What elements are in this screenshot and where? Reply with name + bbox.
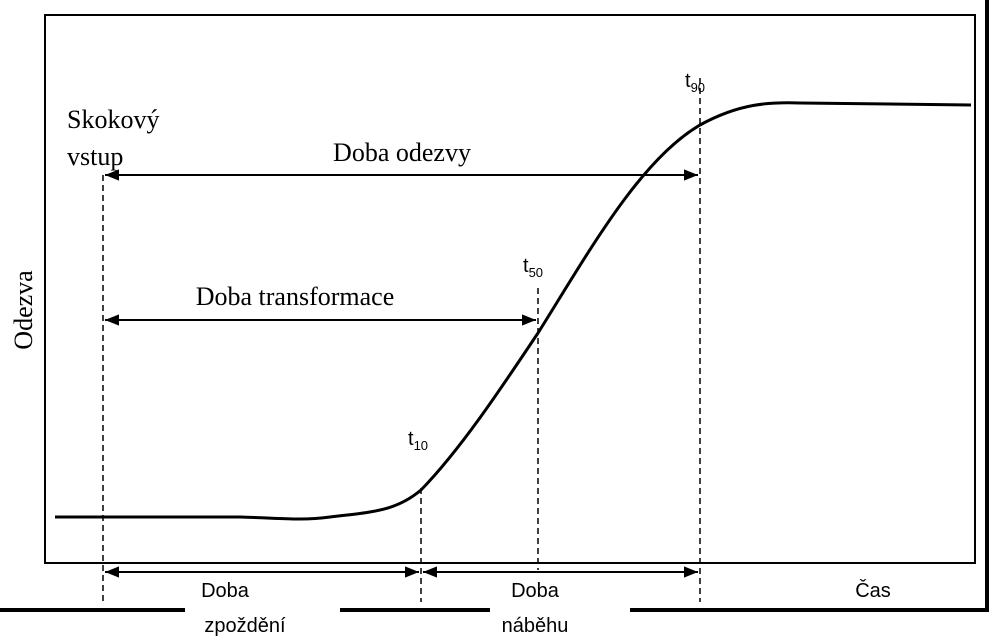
response-curve <box>55 101 972 521</box>
marker-label: t90 <box>685 70 705 95</box>
marker-label: t50 <box>523 255 543 280</box>
input-label: Skokový <box>67 105 159 134</box>
x-axis-label: Čas <box>855 579 891 602</box>
interval-label: Doba <box>201 580 250 602</box>
marker-label: t10 <box>408 428 428 453</box>
plot-frame <box>44 14 976 564</box>
input-label: vstup <box>67 142 123 171</box>
y-axis-label: Odezva <box>9 270 38 350</box>
interval-label: zpoždění <box>204 615 286 637</box>
interval-label: Doba odezvy <box>333 138 471 167</box>
interval-label: náběhu <box>502 615 569 637</box>
interval-label: Doba <box>511 580 560 602</box>
interval-label: Doba transformace <box>196 282 395 311</box>
outer-border <box>0 0 989 612</box>
